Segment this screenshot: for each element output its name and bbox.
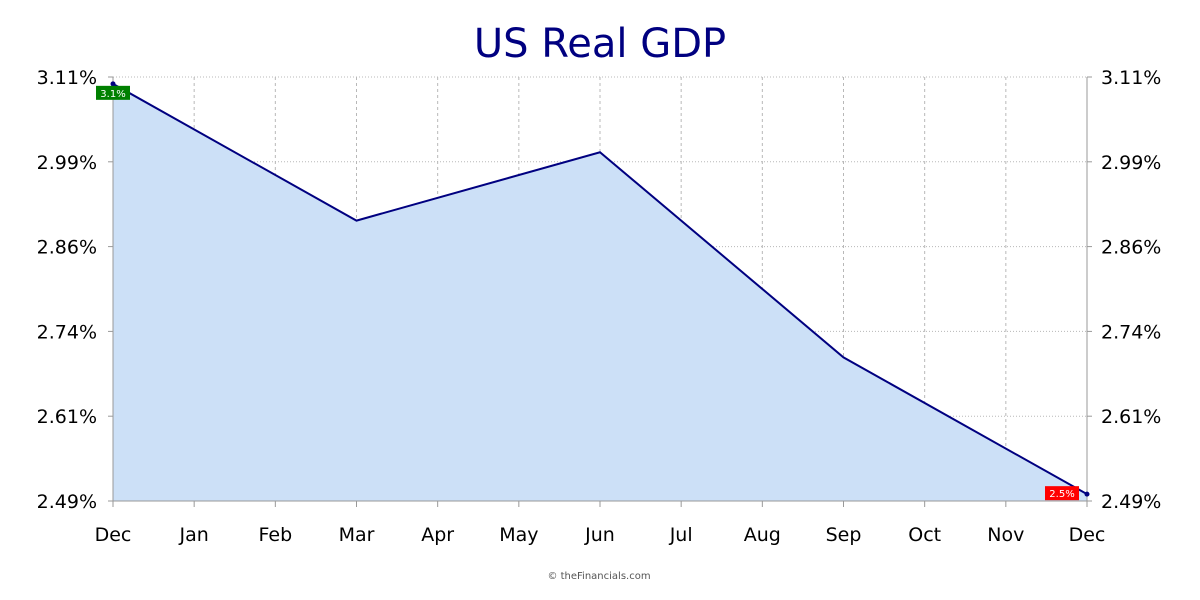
area-fill	[113, 83, 1087, 501]
y-tick-label-right: 2.86%	[1101, 237, 1161, 259]
y-tick-label-right: 2.99%	[1101, 152, 1161, 174]
x-tick-label: Sep	[826, 524, 862, 546]
x-tick-label: Mar	[339, 524, 375, 546]
x-tick-label: Dec	[1069, 524, 1106, 546]
chart-title: US Real GDP	[474, 21, 726, 67]
y-tick-label-right: 3.11%	[1101, 67, 1161, 89]
x-tick-label: Nov	[987, 524, 1024, 546]
end-value-label: 2.5%	[1049, 489, 1074, 500]
y-axis-right: 3.11% 2.99% 2.86% 2.74% 2.61% 2.49%	[1101, 67, 1161, 513]
y-tick-label-left: 2.99%	[37, 152, 97, 174]
x-tick-label: Apr	[421, 524, 454, 546]
y-tick-label-left: 2.61%	[37, 406, 97, 428]
area-path	[113, 83, 1087, 501]
x-tick-label: Oct	[908, 524, 941, 546]
x-tick-label: May	[499, 524, 538, 546]
data-point	[110, 81, 116, 87]
x-tick-label: Dec	[95, 524, 132, 546]
y-tick-label-left: 2.86%	[37, 237, 97, 259]
annotations: 3.1% 2.5%	[96, 85, 1079, 501]
end-value-flag	[1045, 486, 1079, 501]
start-value-flag	[96, 85, 130, 100]
y-tick-label-left: 3.11%	[37, 67, 97, 89]
y-axis-left: 3.11% 2.99% 2.86% 2.74% 2.61% 2.49%	[37, 67, 97, 513]
x-tick-label: Jul	[669, 524, 693, 546]
y-tick-label-left: 2.74%	[37, 321, 97, 343]
y-tick-label-right: 2.74%	[1101, 321, 1161, 343]
x-tick-label: Feb	[259, 524, 293, 546]
series-polyline	[112, 82, 1088, 496]
y-tick-label-left: 2.49%	[37, 491, 97, 513]
y-tick-label-right: 2.49%	[1101, 491, 1161, 513]
start-value-label: 3.1%	[100, 89, 125, 100]
y-tick-label-right: 2.61%	[1101, 406, 1161, 428]
series-line	[110, 81, 1090, 497]
footer-credit: © theFinancials.com	[547, 571, 650, 582]
axes	[108, 76, 1092, 507]
x-tick-label: Aug	[744, 524, 781, 546]
x-axis: Dec Jan Feb Mar Apr May Jun Jul Aug Sep Oct Nov Dec	[95, 524, 1106, 546]
x-tick-label: Jan	[179, 524, 209, 546]
x-tick-label: Jun	[584, 524, 615, 546]
data-point	[1084, 491, 1090, 497]
